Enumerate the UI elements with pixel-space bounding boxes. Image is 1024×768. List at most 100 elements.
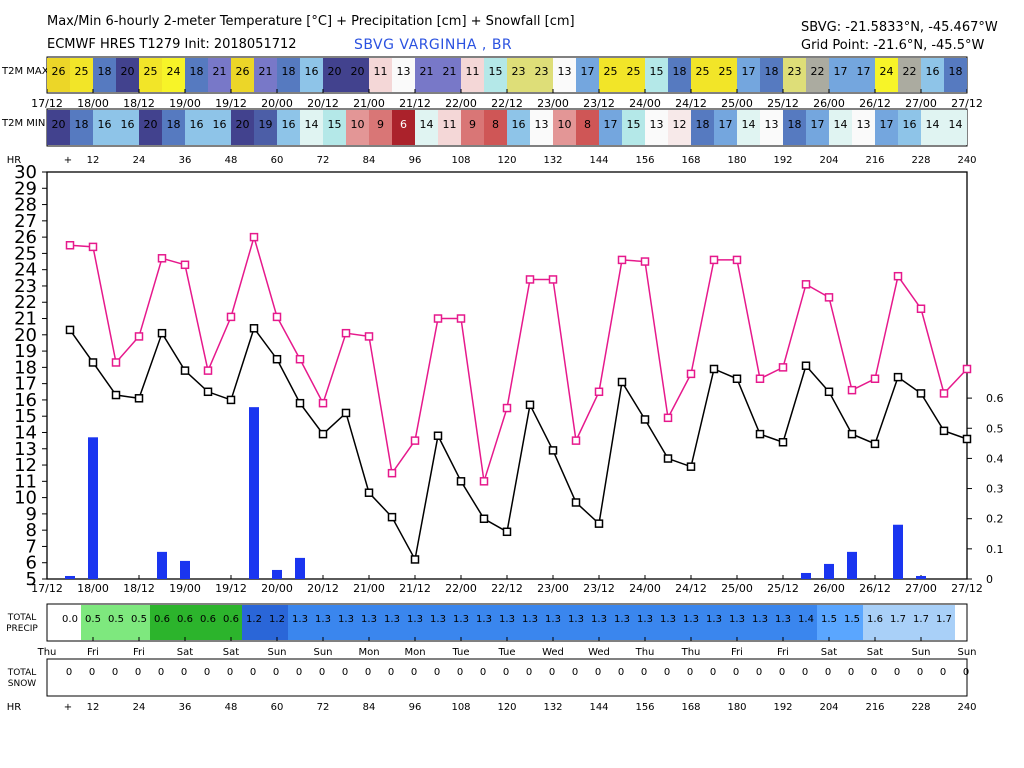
total-precip-cell — [932, 605, 955, 640]
min-temp-point — [410, 555, 420, 564]
total-snow-value: 0 — [917, 667, 923, 678]
min-temp-point — [203, 387, 213, 397]
max-temp-point — [502, 403, 512, 413]
total-precip-cell — [150, 605, 173, 640]
t2m-min-cell — [576, 110, 599, 145]
min-temp-point — [525, 400, 535, 410]
t2m-max-cell — [668, 58, 691, 92]
t2m-max-value: 25 — [144, 65, 158, 78]
total-precip-cell — [81, 605, 104, 640]
t2m-max-value: 20 — [328, 65, 342, 78]
t2m-min-value: 17 — [719, 118, 733, 131]
t2m-min-cell — [70, 110, 93, 145]
total-snow-value: 0 — [618, 667, 624, 678]
t2m-min-value: 14 — [949, 118, 963, 131]
day-tick-label: Wed — [588, 647, 610, 658]
total-precip-value: 1.3 — [453, 614, 469, 625]
total-snow-value: 0 — [572, 667, 578, 678]
t2m-min-cell — [553, 110, 576, 145]
total-precip-cell — [196, 605, 219, 640]
total-snow-label: TOTAL — [7, 668, 37, 678]
t2m-min-value: 8 — [492, 118, 499, 131]
x-tick-label: 23/12 — [583, 582, 615, 595]
y-left-tick-label: 5 — [26, 569, 37, 590]
max-temp-point — [180, 260, 190, 270]
max-temp-point — [594, 387, 604, 397]
min-temp-point — [916, 389, 926, 398]
x-tick-label: 24/12 — [675, 582, 707, 595]
t2m-min-cell — [714, 110, 737, 145]
max-temp-point — [111, 358, 121, 367]
max-temp-point — [456, 314, 466, 323]
max-temp-point — [433, 314, 443, 323]
precip-bar — [916, 575, 926, 579]
total-precip-cell — [725, 605, 748, 640]
hr-tick-label-bottom: 60 — [271, 702, 284, 713]
total-precip-cell — [357, 605, 380, 640]
t2m-max-value: 23 — [535, 65, 549, 78]
x-tick-label: 21/12 — [399, 582, 431, 595]
total-snow-value: 0 — [825, 667, 831, 678]
total-precip-value: 1.3 — [407, 614, 423, 625]
max-temp-point — [249, 232, 259, 242]
t2m-max-value: 21 — [420, 65, 434, 78]
t2m-max-value: 23 — [512, 65, 526, 78]
day-tick-label: Sun — [911, 647, 930, 658]
t2m-min-value: 16 — [121, 118, 135, 131]
hr-tick-label-bottom: 24 — [133, 702, 146, 713]
total-snow-value: 0 — [89, 667, 95, 678]
t2m-min-cell — [47, 110, 70, 145]
total-snow-value: 0 — [158, 667, 164, 678]
t2m-max-value: 13 — [397, 65, 411, 78]
t2m-min-value: 8 — [584, 118, 591, 131]
t2m-min-cell — [231, 110, 254, 145]
max-temp-point — [893, 271, 903, 281]
t2m-max-value: 25 — [719, 65, 733, 78]
date-tick-label: 18/00 — [77, 97, 109, 110]
total-precip-value: 1.3 — [729, 614, 745, 625]
max-temp-point — [318, 398, 328, 408]
max-temp-point — [364, 332, 374, 341]
hr-tick-label-bottom: 168 — [681, 702, 700, 713]
t2m-min-cell — [392, 110, 415, 145]
total-snow-value: 0 — [710, 667, 716, 678]
day-tick-label: Sun — [957, 647, 976, 658]
t2m-min-value: 18 — [167, 118, 181, 131]
t2m-max-cell — [185, 58, 208, 92]
t2m-max-cell — [737, 58, 760, 92]
total-precip-value: 1.5 — [844, 614, 860, 625]
t2m-max-value: 17 — [834, 65, 848, 78]
t2m-min-cell — [93, 110, 116, 145]
date-tick-label: 24/12 — [675, 97, 707, 110]
day-tick-label: Fri — [133, 647, 145, 658]
x-tick-label: 23/00 — [537, 582, 569, 595]
precip-bar — [847, 551, 857, 579]
day-tick-label: Tue — [497, 647, 515, 658]
total-snow-value: 0 — [480, 667, 486, 678]
y-left-tick-label: 18 — [14, 357, 37, 378]
x-tick-label: 17/12 — [31, 582, 63, 595]
t2m-max-value: 15 — [489, 65, 503, 78]
t2m-max-cell — [645, 58, 668, 92]
t2m-min-cell — [254, 110, 277, 145]
min-temp-point — [594, 519, 604, 528]
max-temp-point — [801, 280, 811, 289]
min-temp-point — [364, 488, 374, 497]
date-tick-label: 20/12 — [307, 97, 339, 110]
x-tick-label: 25/12 — [767, 582, 799, 595]
total-snow-value: 0 — [273, 667, 279, 678]
total-precip-cell — [426, 605, 449, 640]
t2m-max-value: 18 — [765, 65, 779, 78]
t2m-max-value: 26 — [236, 65, 250, 78]
total-precip-value: 1.3 — [545, 614, 561, 625]
total-precip-value: 1.7 — [890, 614, 906, 625]
day-tick-label: Thu — [37, 647, 57, 658]
day-tick-label: Mon — [404, 647, 425, 658]
min-temp-point — [686, 462, 696, 471]
max-temp-point — [295, 354, 305, 364]
t2m-min-value: 16 — [190, 118, 204, 131]
y-left-tick-label: 20 — [14, 325, 37, 346]
x-tick-label: 20/00 — [261, 582, 293, 595]
t2m-max-value: 23 — [788, 65, 802, 78]
y-right-tick-label: 0 — [986, 573, 993, 586]
